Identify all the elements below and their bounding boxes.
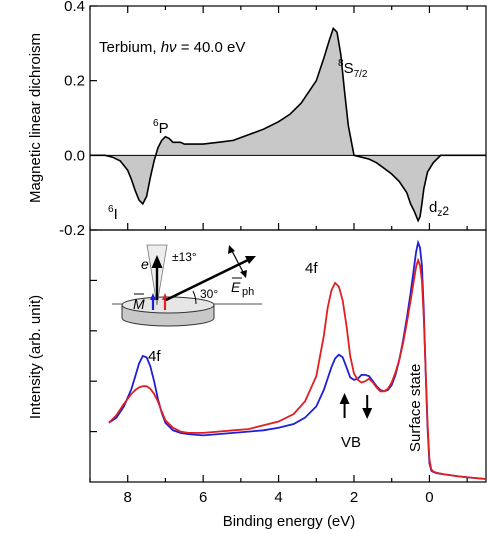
x-ticks: 8 6 4 2 0 <box>89 6 468 506</box>
x-tick-label: 2 <box>350 489 358 506</box>
inset-label-angle: ±13° <box>172 250 197 264</box>
inset-label-ph: ph <box>242 286 254 298</box>
bottom-panel-frame <box>89 229 487 483</box>
label-4f-right: 4f <box>305 260 318 277</box>
inset-label-M: M <box>133 296 145 312</box>
inset-geometry-diagram: e ±13° 30° M E ph <box>112 244 262 327</box>
vb-arrows <box>339 393 373 419</box>
inset-label-30: 30° <box>200 287 218 301</box>
arrow-down-head <box>362 408 373 419</box>
peak-label-6P: 6P <box>153 118 169 137</box>
top-y-tick-label: -0.2 <box>59 222 85 239</box>
top-y-tick-label: 0.2 <box>64 73 85 90</box>
top-y-tick-label: 0.4 <box>64 0 85 15</box>
x-axis-label: Binding energy (eV) <box>223 513 356 530</box>
arrow-up-head <box>339 393 350 404</box>
top-annotation: Terbium, hν = 40.0 eV <box>99 39 245 56</box>
label-surface-state: Surface state <box>407 364 424 452</box>
bottom-y-ticks <box>90 279 97 433</box>
mld-curve <box>90 26 486 223</box>
peak-label-8S72: 8S7/2 <box>338 58 368 80</box>
inset-label-E: E <box>231 279 241 295</box>
x-tick-label: 0 <box>425 489 433 506</box>
x-tick-label: 6 <box>199 489 207 506</box>
bottom-y-axis-label: Intensity (arb. unit) <box>27 295 44 419</box>
label-vb: VB <box>341 434 361 451</box>
x-tick-label: 4 <box>274 489 282 506</box>
label-4f-left: 4f <box>148 348 161 365</box>
top-y-ticks: 0.4 0.2 0.0 -0.2 <box>59 0 97 239</box>
mld-fill-area <box>90 28 486 221</box>
intensity-series-red <box>108 257 487 480</box>
peak-label-dz2: dz2 <box>429 199 449 219</box>
x-tick-label: 8 <box>124 489 132 506</box>
top-y-axis-label: Magnetic linear dichroism <box>27 33 44 203</box>
inset-label-e: e <box>141 256 149 272</box>
top-y-tick-label: 0.0 <box>64 147 85 164</box>
top-panel: Terbium, hν = 40.0 eV 6I 6P 8S7/2 dz2 <box>90 26 486 223</box>
bottom-panel: 4f 4f VB Surface state <box>108 239 487 480</box>
peak-label-6I: 6I <box>108 204 118 223</box>
